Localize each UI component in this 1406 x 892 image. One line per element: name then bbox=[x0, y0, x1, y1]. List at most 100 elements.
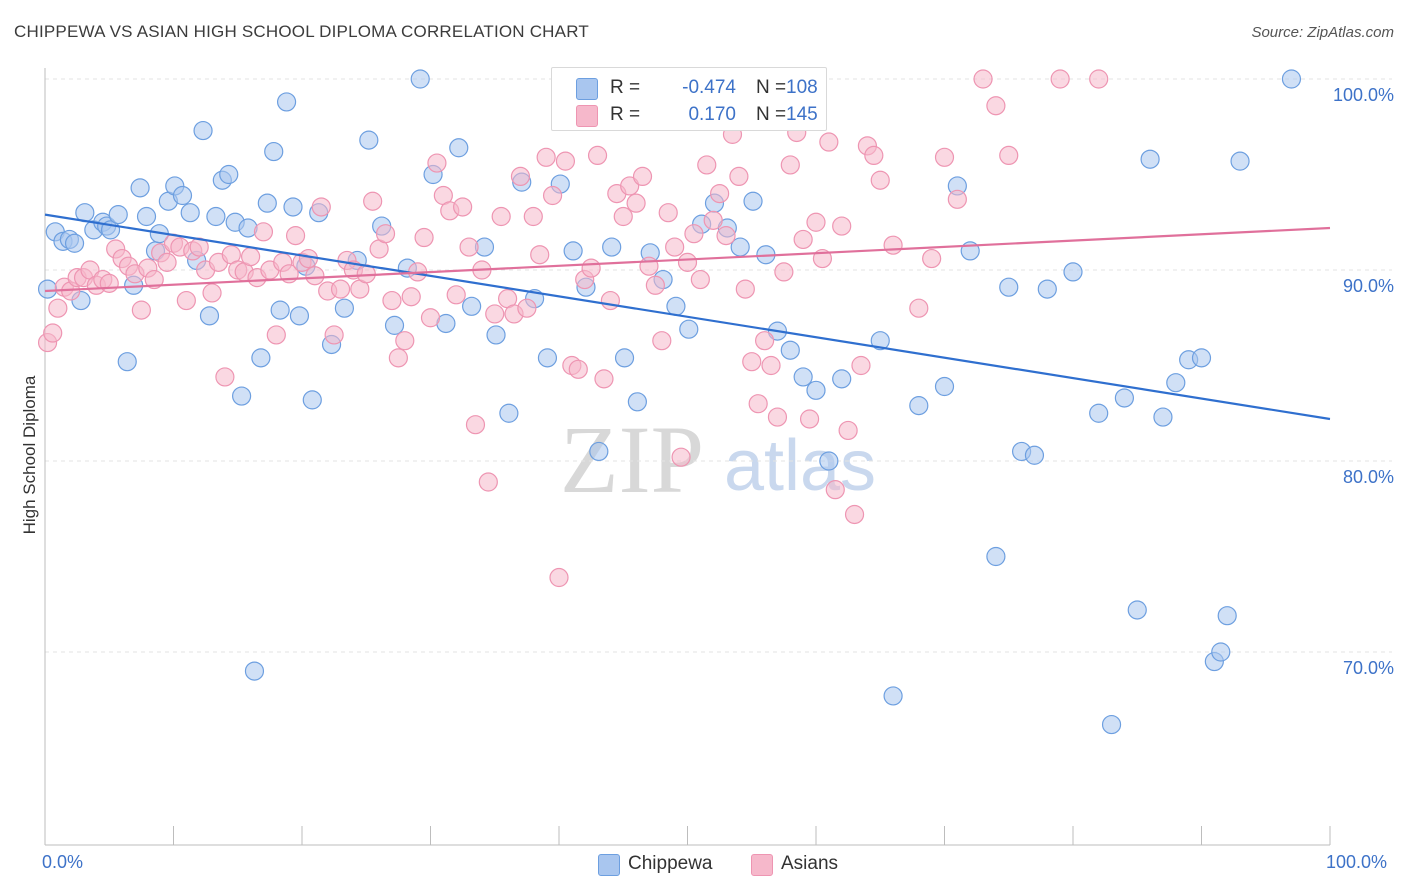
asians-point bbox=[131, 300, 151, 320]
chippewa-point bbox=[289, 306, 310, 326]
asians-point bbox=[909, 298, 929, 318]
asians-point bbox=[568, 359, 588, 379]
asians-point bbox=[144, 269, 164, 290]
chippewa-point bbox=[1281, 69, 1302, 89]
asians-point bbox=[652, 331, 672, 351]
asians-point bbox=[382, 290, 402, 311]
asians-point bbox=[536, 147, 556, 167]
asians-point bbox=[735, 279, 755, 299]
series-chippewa-points bbox=[37, 69, 1302, 735]
chippewa-point bbox=[199, 306, 220, 326]
asians-point bbox=[825, 480, 845, 500]
chippewa-point bbox=[384, 315, 405, 335]
asians-point bbox=[870, 170, 890, 190]
chippewa-point bbox=[986, 546, 1006, 567]
asians-point bbox=[658, 203, 678, 223]
chippewa-point bbox=[257, 193, 277, 213]
asians-point bbox=[549, 567, 569, 588]
asians-point bbox=[253, 222, 274, 242]
chippewa-point bbox=[806, 380, 826, 400]
chippewa-point bbox=[743, 191, 763, 211]
asians-point bbox=[626, 193, 646, 213]
asians-point bbox=[48, 298, 68, 318]
chippewa-point bbox=[883, 686, 903, 706]
asians-point bbox=[420, 308, 441, 328]
chippewa-point bbox=[206, 206, 226, 227]
chippewa-point bbox=[563, 241, 583, 261]
asians-point bbox=[157, 252, 177, 272]
chippewa-point bbox=[793, 367, 813, 387]
chippewa-point bbox=[462, 296, 482, 316]
asians-point bbox=[446, 285, 466, 305]
chippewa-point bbox=[172, 185, 193, 206]
asians-point bbox=[639, 256, 659, 276]
asians-point bbox=[388, 348, 408, 368]
asians-point bbox=[427, 153, 447, 173]
asians-point bbox=[453, 197, 473, 217]
asians-point bbox=[324, 325, 344, 345]
chippewa-point bbox=[819, 451, 839, 471]
asians-point bbox=[793, 229, 813, 250]
chippewa-point bbox=[302, 390, 322, 410]
asians-point bbox=[677, 252, 698, 272]
asians-point bbox=[202, 283, 222, 303]
chippewa-point bbox=[909, 396, 929, 416]
chippewa-point bbox=[193, 120, 213, 141]
asians-point bbox=[241, 247, 261, 267]
chippewa-point bbox=[1089, 403, 1109, 423]
asians-point bbox=[594, 369, 614, 389]
chippewa-point bbox=[37, 279, 58, 299]
chippewa-point bbox=[449, 138, 469, 158]
chippewa-point bbox=[232, 386, 252, 406]
chippewa-point bbox=[180, 203, 200, 223]
asians-point bbox=[844, 504, 865, 525]
chippewa-point bbox=[108, 205, 128, 225]
chippewa-point bbox=[780, 340, 800, 360]
asians-point bbox=[285, 226, 306, 246]
chippewa-point bbox=[1063, 262, 1083, 282]
asians-point bbox=[459, 237, 479, 257]
asians-point bbox=[799, 409, 820, 429]
asians-trend-line bbox=[44, 226, 1331, 293]
chippewa-point bbox=[1037, 279, 1057, 299]
chippewa-point bbox=[64, 233, 85, 253]
asians-point bbox=[806, 212, 826, 232]
asians-point bbox=[761, 355, 781, 376]
y-tick-label: 90.0% bbox=[1342, 276, 1394, 296]
y-tick-label: 70.0% bbox=[1342, 658, 1394, 678]
chippewa-point bbox=[1217, 606, 1237, 626]
chippewa-point bbox=[359, 130, 379, 150]
n-value-chippewa: 108 bbox=[786, 77, 818, 98]
asians-point bbox=[851, 355, 871, 376]
asians-point bbox=[947, 189, 967, 209]
asians-point bbox=[774, 262, 794, 282]
asians-point bbox=[620, 176, 640, 196]
n-label: N = bbox=[756, 77, 787, 98]
asians-point bbox=[999, 145, 1019, 165]
asians-point bbox=[973, 69, 993, 89]
asians-point bbox=[587, 145, 608, 165]
series-legend: Chippewa Asians bbox=[0, 852, 1406, 878]
asians-point bbox=[375, 224, 396, 244]
r-value-chippewa: -0.474 bbox=[682, 77, 736, 98]
asians-point bbox=[613, 206, 633, 227]
asians-point bbox=[395, 331, 415, 351]
chippewa-point bbox=[1127, 600, 1147, 620]
chippewa-point bbox=[244, 661, 265, 681]
r-label: R = bbox=[610, 77, 641, 98]
asians-point bbox=[690, 269, 710, 290]
chippewa-point bbox=[1166, 373, 1186, 393]
asians-point bbox=[401, 287, 421, 307]
chippewa-point bbox=[627, 392, 647, 412]
chippewa-point bbox=[117, 352, 137, 372]
asians-point bbox=[517, 298, 537, 318]
y-tick-label: 100.0% bbox=[1332, 85, 1394, 105]
asians-point bbox=[266, 325, 286, 345]
chippewa-point bbox=[614, 348, 635, 368]
chippewa-point bbox=[1230, 151, 1250, 171]
asians-point bbox=[883, 235, 903, 255]
chippewa-point bbox=[1191, 348, 1212, 368]
asians-point bbox=[176, 290, 196, 311]
asians-point bbox=[934, 147, 955, 167]
asians-point bbox=[215, 367, 235, 387]
